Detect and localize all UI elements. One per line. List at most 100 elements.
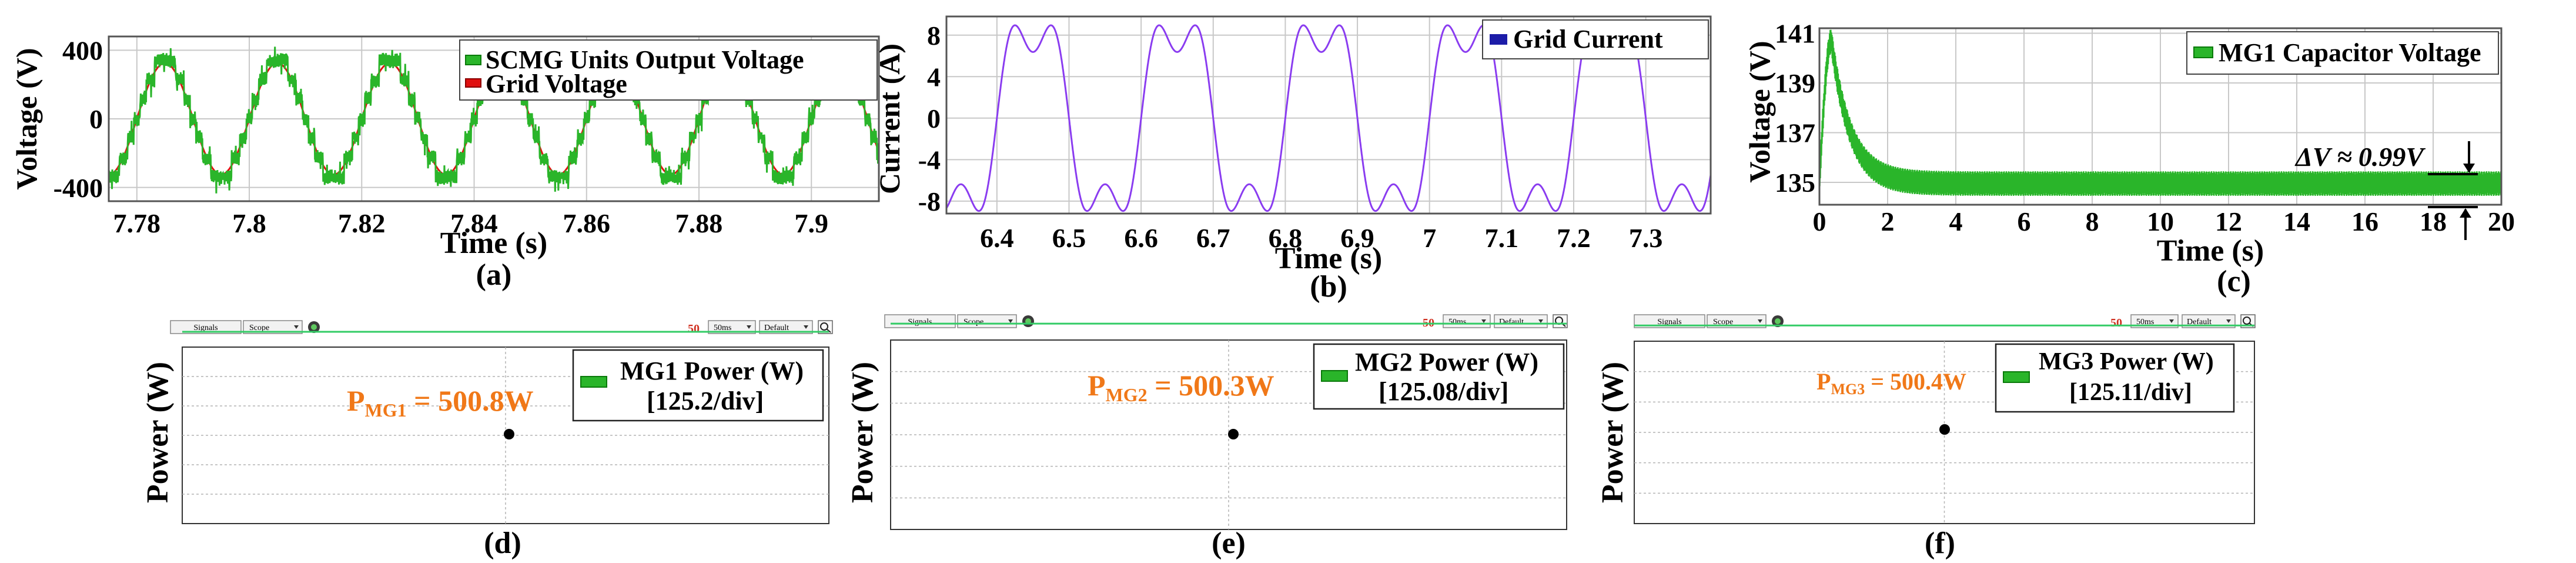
panel-a: 7.78 7.8 7.82 7.84 7.86 7.88 7.9 -400 0 400 Time…: [10, 35, 880, 292]
y-axis-label: Power (W): [1596, 362, 1630, 503]
panel-d: Signals Scope 50 50ms Default: [141, 320, 833, 560]
timebase-select-label: 50ms: [1448, 318, 1466, 327]
signals-button[interactable]: [1634, 314, 1705, 328]
panel-e: Signals Scope 50 50ms Default: [846, 314, 1568, 560]
series-line-mg1-capacitor-voltage: [1818, 29, 2503, 196]
cursor-marker: [1228, 429, 1239, 439]
cursor-icon[interactable]: 50: [688, 322, 700, 335]
x-tick-label: 7.78: [113, 208, 161, 238]
timebase-select[interactable]: [708, 320, 756, 334]
x-tick-label: 8: [2086, 206, 2099, 236]
x-tick-labels: 0 2 4 6 8 10 12 14 16 18 20: [1813, 206, 2515, 236]
plot-frame: [945, 15, 1712, 215]
y-axis-label: Power (W): [846, 362, 879, 503]
zoom-icon[interactable]: [2240, 314, 2256, 328]
reading-sub: MG1: [365, 399, 407, 421]
y-tick-label: 4: [927, 62, 941, 92]
legend-swatch-green: [2003, 371, 2030, 383]
reading-sub: MG2: [1106, 384, 1148, 405]
svg-text:50: 50: [2110, 317, 2122, 329]
legend-box: [1313, 343, 1565, 410]
legend-scale: [125.2/div]: [647, 387, 764, 415]
ripple-arrowhead-bottom: [2460, 208, 2471, 218]
reading-tail: = 500.4W: [1865, 368, 1966, 395]
legend-swatch-red: [465, 78, 481, 88]
plot-frame: [1818, 27, 2503, 206]
x-tick-label: 7.9: [795, 208, 829, 238]
cursor-icon[interactable]: 50: [2110, 317, 2122, 329]
scope-select[interactable]: [1707, 314, 1767, 328]
scope-toolbar: Signals Scope 50 50ms Default: [170, 320, 833, 335]
y-tick-label: 8: [927, 21, 941, 51]
reading-tail: = 500.8W: [407, 384, 534, 417]
x-tick-label: 10: [2147, 206, 2174, 236]
x-tick-label: 2: [1881, 206, 1895, 236]
mode-select[interactable]: [2182, 314, 2236, 328]
panel-f: Signals Scope 50 50ms Default: [1596, 314, 2256, 560]
ripple-arrowhead-top: [2463, 164, 2475, 173]
scope-select-label: Scope: [249, 324, 269, 332]
timebase-select[interactable]: [2130, 314, 2179, 328]
mode-select[interactable]: [759, 320, 813, 334]
svg-text:50: 50: [688, 322, 700, 335]
legend-label: SCMG Units Output Voltage: [486, 45, 804, 74]
scope-select-label: Scope: [1713, 318, 1733, 327]
legend-title: MG3 Power (W): [2039, 348, 2214, 375]
delta-v-annotation: ΔV ≈ 0.99V: [2294, 141, 2478, 240]
y-tick-label: 137: [1775, 118, 1815, 148]
signals-button[interactable]: [170, 320, 242, 334]
power-reading: PMG2 = 500.3W: [1088, 369, 1274, 405]
legend-swatch-green: [465, 55, 481, 65]
panel-caption: (f): [1925, 527, 1955, 560]
y-axis-label: Power (W): [141, 362, 175, 503]
x-tick-label: 18: [2420, 206, 2447, 236]
x-tick-label: 6.9: [1340, 223, 1374, 253]
x-tick-label: 6.4: [980, 223, 1014, 253]
x-tick-label: 6.5: [1052, 223, 1086, 253]
x-tick-label: 7.2: [1557, 223, 1591, 253]
chevron-down-icon: [2169, 319, 2174, 323]
y-tick-label: 400: [62, 35, 103, 65]
timebase-select-label: 50ms: [714, 324, 731, 332]
y-tick-labels: -400 0 400: [53, 35, 103, 202]
legend-box: [2186, 31, 2499, 75]
cursor-marker: [1939, 424, 1950, 435]
y-tick-label: -4: [918, 145, 941, 175]
x-tick-label: 20: [2488, 206, 2515, 236]
plot-frame: [108, 35, 880, 202]
zoom-icon[interactable]: [1553, 314, 1568, 328]
x-tick-label: 6.7: [1196, 223, 1230, 253]
grid: [182, 347, 829, 524]
x-tick-label: 0: [1813, 206, 1826, 236]
mode-select-label: Default: [764, 324, 789, 332]
gear-icon[interactable]: [308, 321, 320, 333]
legend-label: Grid Current: [1513, 25, 1663, 54]
x-axis-label: Time (s): [2157, 234, 2264, 268]
panel-caption: (a): [476, 258, 512, 292]
x-tick-label: 6.6: [1124, 223, 1158, 253]
x-tick-labels: 6.4 6.5 6.6 6.7 6.8 6.9 7 7.1 7.2 7.3: [980, 223, 1662, 253]
y-tick-label: 139: [1775, 68, 1815, 98]
x-tick-labels: 7.78 7.8 7.82 7.84 7.86 7.88 7.9: [113, 208, 828, 238]
scope-select[interactable]: [243, 320, 303, 334]
mode-select-label: Default: [2187, 318, 2212, 327]
legend-swatch-green: [580, 376, 607, 388]
chevron-down-icon: [2226, 319, 2231, 323]
legend-box: [459, 39, 878, 101]
signals-button-label: Signals: [1657, 318, 1681, 327]
gear-icon[interactable]: [1772, 315, 1784, 327]
legend: Grid Current: [1482, 19, 1709, 59]
scope-select-label: Scope: [964, 318, 983, 327]
legend: SCMG Units Output Voltage Grid Voltage: [459, 39, 878, 101]
x-tick-label: 6: [2018, 206, 2031, 236]
gear-icon[interactable]: [1022, 315, 1034, 327]
x-tick-label: 4: [1949, 206, 1963, 236]
zoom-icon[interactable]: [818, 320, 833, 334]
chevron-down-icon: [1481, 319, 1486, 323]
signals-button-label: Signals: [193, 324, 218, 332]
power-reading: PMG3 = 500.4W: [1816, 368, 1966, 398]
panel-caption: (c): [2217, 265, 2251, 298]
legend: MG3 Power (W) [125.11/div]: [1995, 343, 2235, 413]
